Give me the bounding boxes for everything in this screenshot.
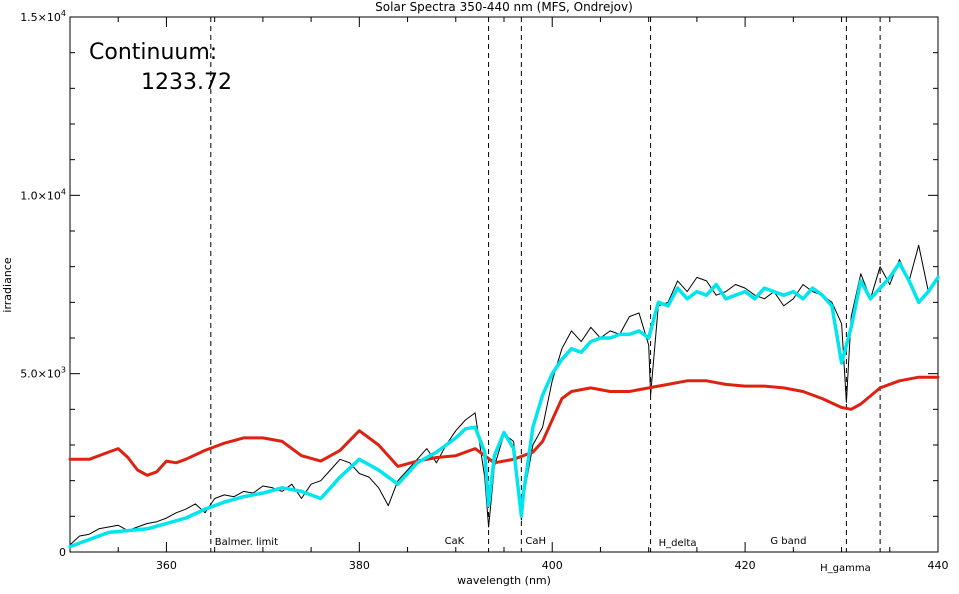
continuum-value: 1233.72 xyxy=(141,70,232,95)
x-tick-label: 400 xyxy=(542,559,563,572)
series-line-smoothed xyxy=(68,261,940,549)
spectral-line-label: CaK xyxy=(445,536,465,547)
spectral-line-label: H_delta xyxy=(659,538,697,549)
spectral-line-label: CaH xyxy=(525,536,546,547)
plot-frame xyxy=(69,16,939,553)
series-layer xyxy=(68,244,940,549)
spectral-line-markers: Balmer. limit CaK CaH H_delta G band H_gamma xyxy=(210,17,881,574)
spectral-line-label: G band xyxy=(770,536,806,547)
y-tick-label: 0 xyxy=(59,546,66,559)
series-line-raw xyxy=(69,244,939,546)
x-axis: 360 380 400 420 440 xyxy=(69,17,949,572)
y-tick-label: 5.0×103 xyxy=(20,366,66,381)
spectral-line-label: H_gamma xyxy=(820,563,871,574)
y-tick-label: 1.0×104 xyxy=(20,187,66,202)
x-tick-label: 360 xyxy=(156,559,177,572)
y-axis-label: irradiance xyxy=(1,257,14,312)
chart-title: Solar Spectra 350-440 nm (MFS, Ondrejov) xyxy=(375,0,633,14)
spectral-line-label: Balmer. limit xyxy=(215,537,278,548)
x-tick-label: 420 xyxy=(735,559,756,572)
y-tick-label: 1.5×104 xyxy=(20,9,66,24)
y-axis: 0 5.0×103 1.0×104 1.5×104 xyxy=(20,9,938,559)
series-line-continuum xyxy=(68,375,940,477)
x-axis-label: wavelength (nm) xyxy=(457,574,551,587)
x-tick-label: 440 xyxy=(928,559,949,572)
continuum-label: Continuum: xyxy=(89,40,217,65)
x-tick-label: 380 xyxy=(349,559,370,572)
